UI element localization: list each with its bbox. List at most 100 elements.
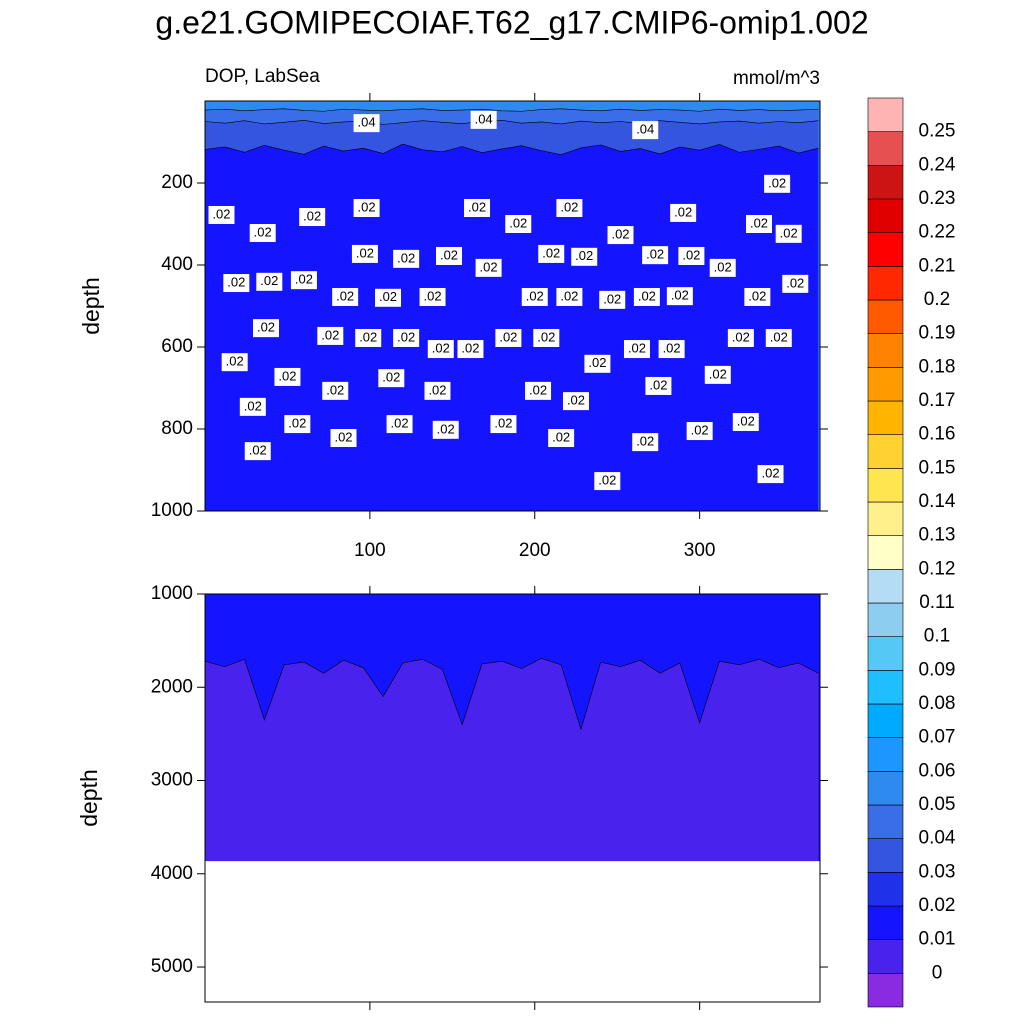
contour-label-bg [632,121,659,140]
colorbar-label: 0.17 [919,390,956,411]
contour-label-bg [274,367,301,386]
contour-panel [205,101,820,511]
contour-label: .02 [761,466,779,481]
contour-label: .02 [737,413,755,428]
contour-label-bg [765,328,792,347]
contour-label-bg [393,328,420,347]
contour-label: .02 [260,273,278,288]
contour-label: .04 [358,115,376,130]
contour-label-bg [290,271,317,290]
colorbar-label: 0.06 [919,760,956,781]
contour-label: .02 [628,340,646,355]
x-tick-label: 300 [684,540,716,561]
x-tick-label: 100 [354,540,386,561]
contour-label-bg [249,224,276,243]
colorbar-label: 0.01 [919,929,956,950]
contour-label-bg [521,287,548,306]
contour-label-bg [419,287,446,306]
colorbar-box [867,838,904,873]
colorbar-label: 0.25 [919,121,956,142]
contour-label: .02 [249,443,267,458]
contour-label: .02 [288,416,306,431]
contour-label-bg [495,328,522,347]
colorbar-box [867,973,904,1008]
contour-label-bg [475,258,502,277]
contour-label-bg [775,224,802,243]
colorbar-box [867,266,904,301]
contour-label-bg [386,415,413,434]
contour-label-bg [584,354,611,373]
colorbar-box [867,939,904,974]
contour-label: .02 [437,421,455,436]
contour-label-bg [221,353,248,372]
contour-label-bg [378,369,405,388]
contour-label-bg [353,199,380,218]
contour-label: .02 [636,434,654,449]
contour-label-bg [351,244,378,263]
contour-panel [205,594,820,863]
contour-label: .02 [603,291,621,306]
colorbar-label: 0.02 [919,895,956,916]
contour-label-bg [757,465,784,484]
contour-label-bg [571,247,598,266]
contour-label: .02 [732,329,750,344]
colorbar-box [867,299,904,334]
contour-label-bg [490,415,517,434]
contour-label-bg [223,274,250,293]
contour-label-bg [322,381,349,400]
colorbar-label: 0.24 [919,154,956,175]
colorbar-label: 0.04 [919,828,956,849]
contour-label-bg [678,246,705,265]
contour-line [205,108,819,112]
contour-label-bg [284,415,311,434]
plot-frame [204,100,821,512]
colorbar-label: 0.07 [919,727,956,748]
contour-label-bg [424,381,451,400]
colorbar-label: 0.11 [919,592,955,613]
contour-label-bg [533,328,560,347]
contour-label: .02 [649,377,667,392]
contour-label-bg [208,205,235,224]
contour-label-bg [330,429,357,448]
contour-label-bg [470,110,497,129]
contour-label: .02 [212,206,230,221]
contour-label: .02 [748,288,766,303]
contour-label: .02 [709,366,727,381]
contour-label: .02 [611,227,629,242]
contour-label: .02 [440,247,458,262]
colorbar-box [867,569,904,604]
contour-label: .02 [461,340,479,355]
contour-label: .02 [480,259,498,274]
contour-label: .02 [560,199,578,214]
contour-label: .02 [509,215,527,230]
contour-label: .02 [768,175,786,190]
colorbar-box [867,670,904,705]
contour-label-bg [633,287,660,306]
y-tick-label: 4000 [151,863,193,884]
contour-label: .02 [254,224,272,239]
contour-label-bg [745,215,772,233]
contour-label: .02 [326,382,344,397]
contour-label: .02 [391,416,409,431]
y-tick-label: 200 [161,172,193,193]
contour-label: .02 [552,429,570,444]
contour-label-bg [253,319,280,338]
contour-label-bg [548,429,575,448]
y-axis-label: depth [78,277,104,335]
contour-label: .02 [786,275,804,290]
subtitle-right: mmol/m^3 [733,68,820,89]
colorbar-box [867,905,904,940]
y-tick-label: 2000 [151,676,193,697]
contour-label: .02 [468,199,486,214]
colorbar-label: 0.09 [919,659,956,680]
contour-label-bg [764,174,791,193]
contour-label-bg [623,340,650,359]
colorbar-label: 0.21 [919,255,956,276]
contour-label-bg [427,340,454,359]
contour-label-bg [658,340,685,359]
contour-label: .02 [334,429,352,444]
contour-label: .02 [567,393,585,408]
contour-label: .02 [529,382,547,397]
